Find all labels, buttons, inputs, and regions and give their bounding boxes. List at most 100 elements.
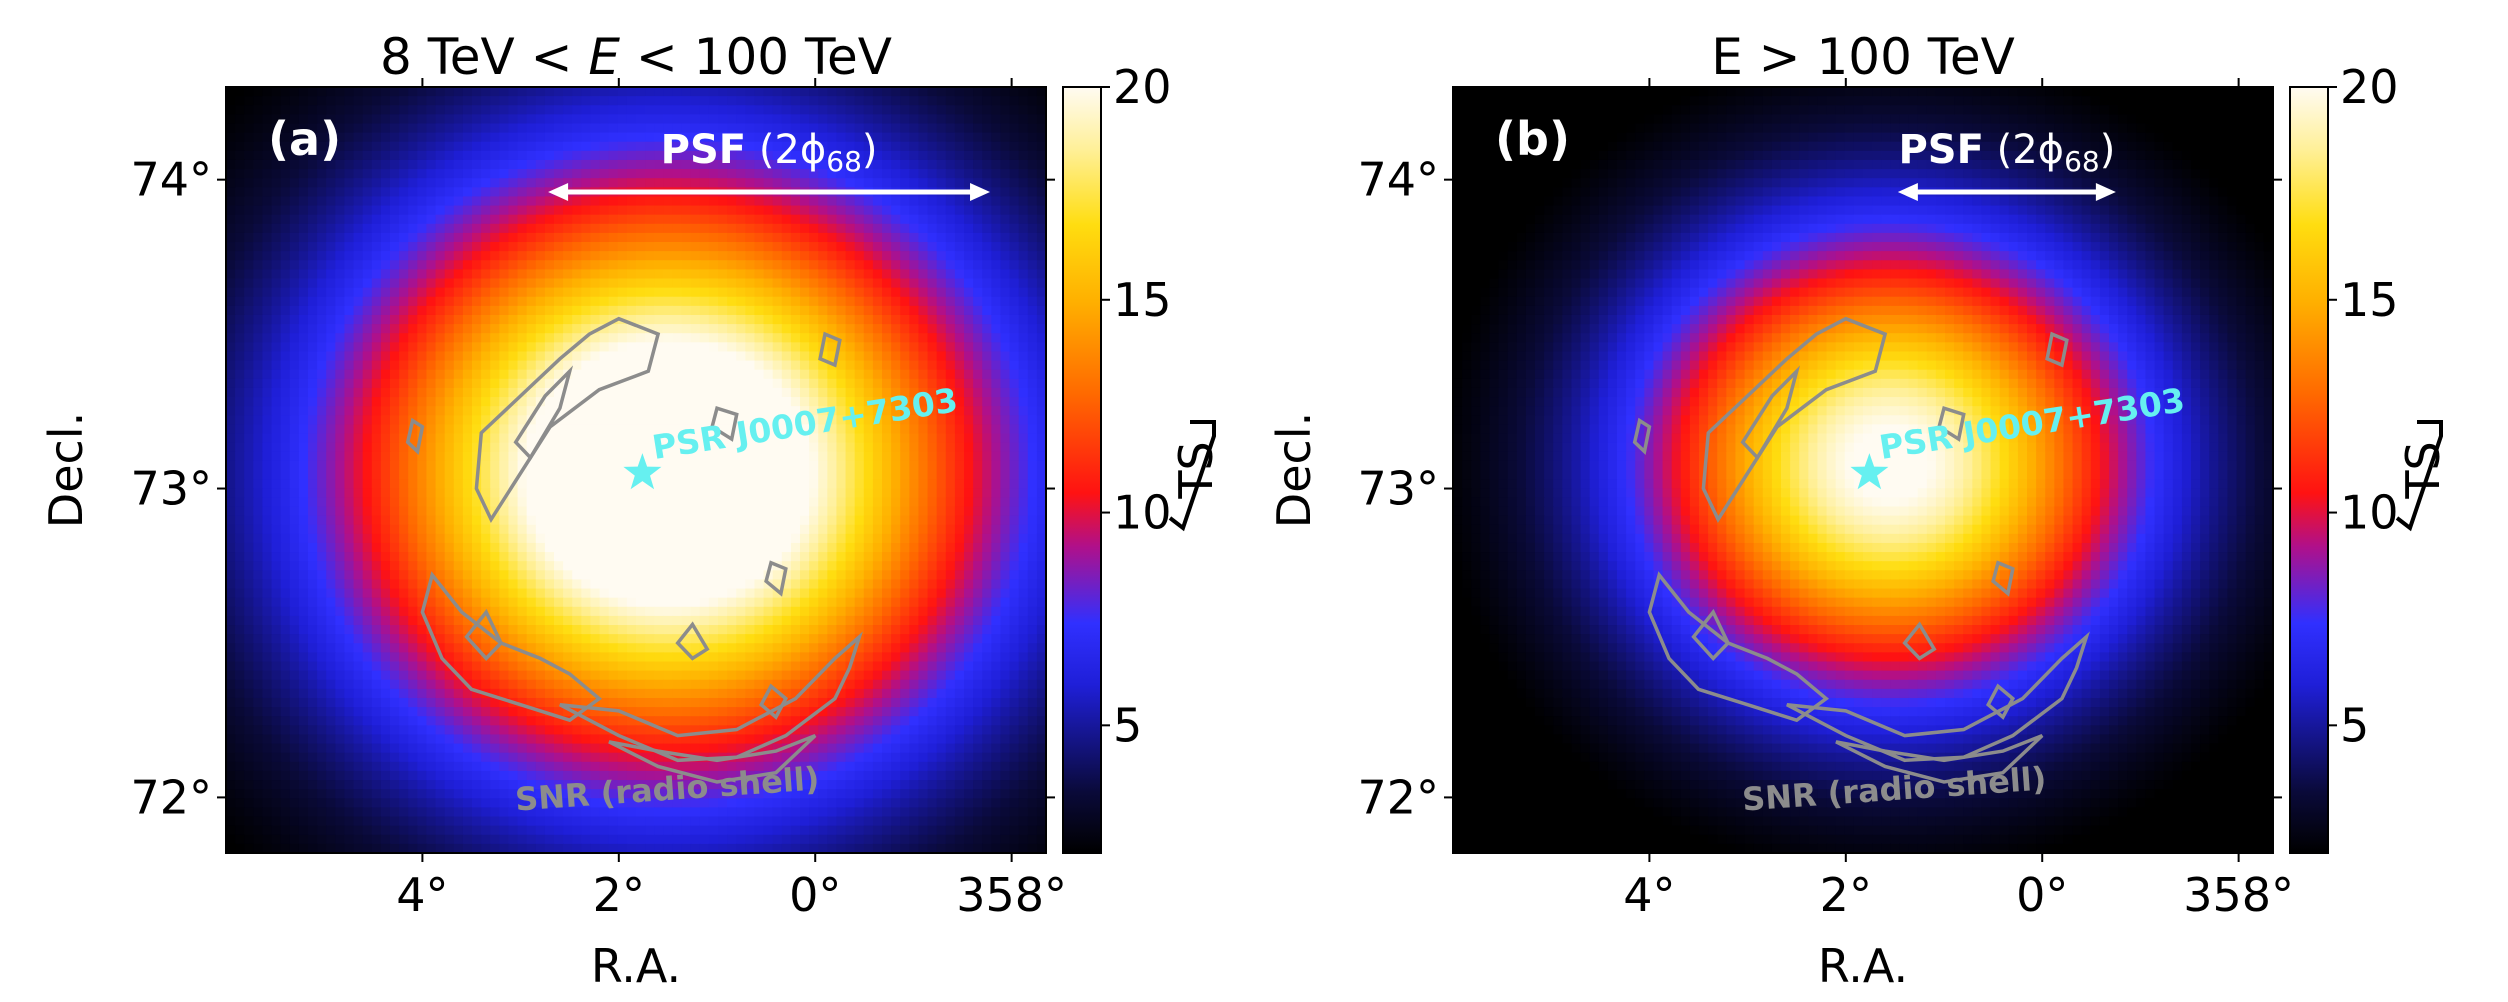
heatmap-cell	[408, 269, 418, 280]
heatmap-cell	[645, 287, 655, 298]
heatmap-cell	[800, 533, 810, 544]
heatmap-cell	[380, 570, 391, 581]
heatmap-cell	[344, 123, 355, 134]
heatmap-cell	[317, 579, 327, 590]
heatmap-cell	[654, 114, 664, 125]
heatmap-cell	[727, 150, 737, 161]
heatmap-cell	[262, 533, 273, 544]
heatmap-cell	[681, 378, 692, 389]
heatmap-cell	[645, 333, 655, 343]
heatmap-cell	[781, 114, 792, 125]
heatmap-cell	[289, 479, 300, 489]
heatmap-cell	[964, 542, 974, 553]
heatmap-cell	[918, 406, 929, 416]
heatmap-cell	[308, 223, 318, 234]
heatmap-cell	[317, 570, 327, 581]
heatmap-cell	[608, 515, 619, 526]
heatmap-cell	[654, 333, 664, 343]
heatmap-cell	[927, 196, 938, 207]
heatmap-cell	[253, 588, 264, 599]
heatmap-cell	[280, 269, 291, 280]
heatmap-cell	[599, 333, 610, 343]
heatmap-cell	[891, 305, 901, 316]
heatmap-cell	[745, 442, 756, 453]
heatmap-cell	[590, 232, 601, 243]
heatmap-cell	[690, 533, 701, 544]
heatmap-cell	[954, 205, 965, 216]
heatmap-cell	[554, 442, 564, 453]
heatmap-cell	[1027, 178, 1038, 188]
heatmap-cell	[399, 570, 409, 581]
heatmap-cell	[727, 369, 737, 380]
heatmap-cell	[827, 169, 838, 179]
heatmap-cell	[708, 552, 719, 562]
heatmap-cell	[326, 351, 336, 362]
heatmap-cell	[599, 278, 610, 289]
heatmap-cell	[253, 187, 264, 198]
heatmap-cell	[845, 287, 856, 298]
heatmap-cell	[854, 515, 865, 526]
heatmap-cell	[235, 278, 245, 289]
heatmap-cell	[271, 342, 282, 353]
heatmap-cell	[280, 506, 291, 517]
heatmap-cell	[435, 542, 446, 553]
heatmap-cell	[317, 424, 327, 435]
heatmap-cell	[818, 360, 828, 371]
heatmap-cell	[253, 360, 264, 371]
heatmap-cell	[736, 223, 746, 234]
heatmap-cell	[380, 269, 391, 280]
heatmap-cell	[836, 150, 847, 161]
heatmap-cell	[645, 132, 655, 143]
heatmap-cell	[836, 515, 847, 526]
heatmap-cell	[417, 369, 428, 380]
heatmap-cell	[435, 333, 446, 343]
heatmap-cell	[636, 169, 646, 179]
heatmap-cell	[672, 232, 683, 243]
heatmap-cell	[472, 524, 482, 535]
heatmap-cell	[344, 360, 355, 371]
heatmap-cell	[280, 305, 291, 316]
heatmap-cell	[681, 205, 692, 216]
heatmap-cell	[1000, 214, 1011, 225]
heatmap-cell	[945, 387, 956, 398]
heatmap-cell	[617, 460, 628, 471]
heatmap-cell	[891, 324, 901, 334]
heatmap-cell	[253, 570, 264, 581]
heatmap-cell	[517, 552, 528, 562]
heatmap-cell	[563, 305, 573, 316]
heatmap-cell	[617, 196, 628, 207]
heatmap-cell	[918, 260, 929, 270]
heatmap-cell	[262, 552, 273, 562]
heatmap-cell	[280, 378, 291, 389]
heatmap-cell	[499, 205, 510, 216]
heatmap-cell	[900, 123, 910, 134]
heatmap-cell	[800, 260, 810, 270]
heatmap-cell	[772, 570, 783, 581]
heatmap-cell	[326, 588, 336, 599]
heatmap-cell	[317, 460, 327, 471]
heatmap-cell	[809, 333, 819, 343]
heatmap-cell	[982, 515, 992, 526]
heatmap-cell	[344, 397, 355, 407]
heatmap-cell	[863, 260, 874, 270]
heatmap-cell	[490, 460, 500, 471]
heatmap-cell	[563, 296, 573, 307]
heatmap-cell	[863, 515, 874, 526]
heatmap-cell	[681, 524, 692, 535]
heatmap-cell	[344, 488, 355, 498]
heatmap-cell	[481, 123, 491, 134]
heatmap-cell	[544, 232, 555, 243]
heatmap-cell	[608, 470, 619, 480]
heatmap-cell	[645, 387, 655, 398]
heatmap-cell	[590, 470, 601, 480]
heatmap-cell	[244, 196, 254, 207]
heatmap-cell	[790, 342, 801, 353]
heatmap-cell	[444, 542, 455, 553]
heatmap-cell	[326, 424, 336, 435]
heatmap-cell	[563, 141, 573, 152]
heatmap-cell	[289, 150, 300, 161]
heatmap-cell	[882, 524, 892, 535]
heatmap-cell	[362, 141, 373, 152]
heatmap-cell	[499, 387, 510, 398]
heatmap-cell	[563, 479, 573, 489]
